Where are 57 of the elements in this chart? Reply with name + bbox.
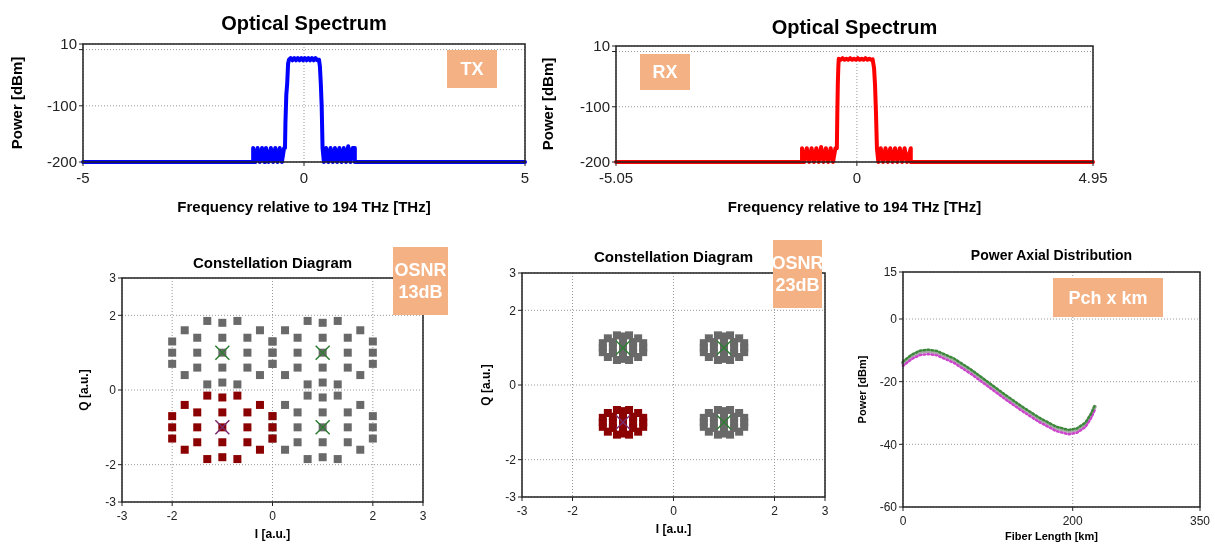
x-tick-label: 0: [670, 504, 678, 518]
y-tick-label: -3: [505, 490, 517, 505]
y-axis-title: Q [a.u.]: [479, 364, 493, 406]
x-tick-label: 3: [821, 504, 829, 518]
y-tick-label: -200: [579, 153, 610, 171]
x-tick-label: 3: [419, 509, 427, 523]
x-axis-title: Frequency relative to 194 THz [THz]: [177, 198, 431, 215]
x-tick-label: 0: [299, 169, 309, 186]
x-tick-label: 0: [899, 514, 907, 528]
x-axis-title: I [a.u.]: [655, 522, 692, 536]
y-axis-title: Power [dBm]: [8, 56, 25, 150]
annotation: OSNR 13dB: [394, 260, 447, 303]
y-tick-label: 15: [883, 265, 898, 280]
y-tick-label: 0: [109, 383, 117, 398]
annotation: RX: [652, 62, 678, 83]
x-tick-label: -5.05: [598, 169, 634, 186]
y-axis-title: Power [dBm]: [539, 57, 556, 151]
y-tick-label: -100: [46, 97, 77, 115]
y-tick-label: 10: [60, 35, 77, 53]
x-axis-title: I [a.u.]: [254, 527, 291, 541]
x-tick-label: 200: [1062, 514, 1084, 528]
x-tick-label: -2: [166, 509, 178, 523]
x-tick-label: -2: [567, 504, 579, 518]
y-tick-label: 10: [593, 37, 610, 55]
annotation: OSNR 23dB: [771, 253, 824, 296]
chart-title: Constellation Diagram: [192, 254, 353, 271]
x-tick-label: 5: [520, 169, 530, 186]
x-tick-label: -5: [76, 169, 90, 186]
x-axis-title: Frequency relative to 194 THz [THz]: [727, 198, 982, 215]
chart-title: Optical Spectrum: [221, 12, 387, 34]
y-tick-label: 3: [509, 266, 517, 281]
y-tick-label: 2: [509, 303, 517, 318]
y-tick-label: -2: [505, 452, 517, 467]
x-axis-title: Fiber Length [km]: [1005, 530, 1099, 542]
y-tick-label: 0: [890, 312, 898, 327]
y-tick-label: -60: [879, 500, 898, 515]
x-tick-label: 0: [269, 509, 277, 523]
x-tick-label: 350: [1189, 514, 1211, 528]
chart-title: Optical Spectrum: [771, 16, 938, 38]
annotation: Pch x km: [1068, 287, 1148, 308]
y-axis-title: Power [dBm]: [856, 355, 868, 424]
y-tick-label: -100: [579, 98, 610, 116]
y-axis-title: Q [a.u.]: [77, 369, 91, 411]
y-tick-label: -20: [879, 374, 898, 389]
y-tick-label: -200: [46, 153, 77, 171]
annotation: TX: [460, 59, 484, 80]
x-tick-label: 0: [852, 169, 862, 186]
y-tick-label: -40: [879, 437, 898, 452]
y-tick-label: 0: [509, 378, 517, 393]
chart-title: Constellation Diagram: [593, 248, 754, 265]
x-tick-label: 4.95: [1078, 169, 1108, 186]
y-tick-label: -2: [105, 457, 117, 472]
x-tick-label: 2: [369, 509, 377, 523]
chart-title: Power Axial Distribution: [970, 247, 1133, 263]
y-tick-label: 3: [109, 271, 117, 286]
y-tick-label: 2: [109, 308, 117, 323]
x-tick-label: 2: [771, 504, 779, 518]
